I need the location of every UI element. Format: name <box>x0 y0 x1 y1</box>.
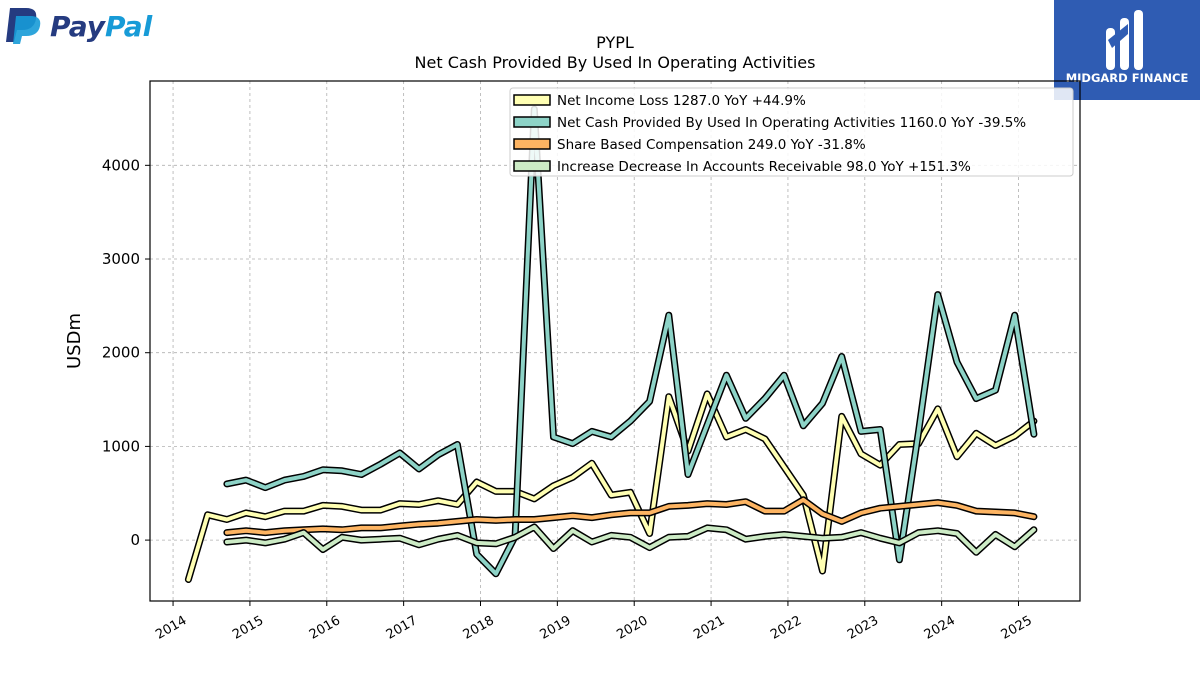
midgard-mark-bar-3 <box>1134 10 1143 70</box>
y-tick-label: 4000 <box>102 156 140 174</box>
legend-swatch <box>513 116 551 128</box>
paypal-text-pal: Pal <box>105 10 153 43</box>
x-tick-label: 2014 <box>153 613 189 643</box>
svg-text:PayPal: PayPal <box>50 10 153 43</box>
legend: Net Income Loss 1287.0 YoY +44.9% Net Cas… <box>509 87 1074 177</box>
x-tick-label: 2024 <box>922 613 958 643</box>
y-tick-label: 2000 <box>102 344 140 362</box>
x-tick-label: 2020 <box>614 613 650 643</box>
legend-label: Net Income Loss 1287.0 YoY +44.9% <box>557 93 806 109</box>
y-axis-label: USDm <box>64 313 85 369</box>
legend-label: Share Based Compensation 249.0 YoY -31.8… <box>557 137 866 153</box>
series-line-0 <box>186 391 1036 582</box>
midgard-finance-logo: MIDGARD FINANCE <box>1054 0 1200 100</box>
paypal-text-pay: Pay <box>50 10 107 43</box>
midgard-logo-text: MIDGARD FINANCE <box>1066 71 1189 85</box>
x-tick-label: 2016 <box>307 613 343 643</box>
paypal-logo-graphic: PayPal <box>6 8 153 44</box>
legend-swatch <box>513 160 551 172</box>
legend-swatch <box>513 94 551 106</box>
y-tick-label: 1000 <box>102 437 140 455</box>
x-tick-label: 2025 <box>999 613 1035 643</box>
series-line-2 <box>224 497 1036 535</box>
legend-label: Net Cash Provided By Used In Operating A… <box>557 115 1026 131</box>
midgard-mark-cut <box>1108 24 1128 48</box>
y-tick-label: 3000 <box>102 250 140 268</box>
paypal-mark-light <box>13 16 41 44</box>
legend-box <box>509 87 1074 177</box>
legend-label: Increase Decrease In Accounts Receivable… <box>557 159 971 175</box>
plot-frame <box>149 80 1081 602</box>
chart-title: PYPL <box>596 33 634 52</box>
y-axis: 0 1000 2000 3000 4000 <box>102 156 150 549</box>
midgard-logo-graphic: MIDGARD FINANCE <box>1066 10 1189 85</box>
chart-subtitle: Net Cash Provided By Used In Operating A… <box>415 53 816 72</box>
x-tick-label: 2017 <box>384 613 420 643</box>
x-tick-label: 2018 <box>461 613 497 643</box>
legend-swatch <box>513 138 551 150</box>
x-axis: 2014 2015 2016 2017 2018 2019 2020 2021 2022 2023… <box>153 601 1035 643</box>
series-lines <box>184 105 1038 583</box>
x-tick-label: 2023 <box>845 613 881 643</box>
y-tick-label: 0 <box>130 531 140 549</box>
paypal-logo: PayPal <box>4 4 174 48</box>
series-line-1 <box>224 107 1036 576</box>
x-tick-label: 2021 <box>691 613 727 643</box>
x-tick-label: 2015 <box>230 613 266 643</box>
x-tick-label: 2019 <box>538 613 574 643</box>
series-line-3 <box>224 525 1036 555</box>
x-tick-label: 2022 <box>768 613 804 643</box>
